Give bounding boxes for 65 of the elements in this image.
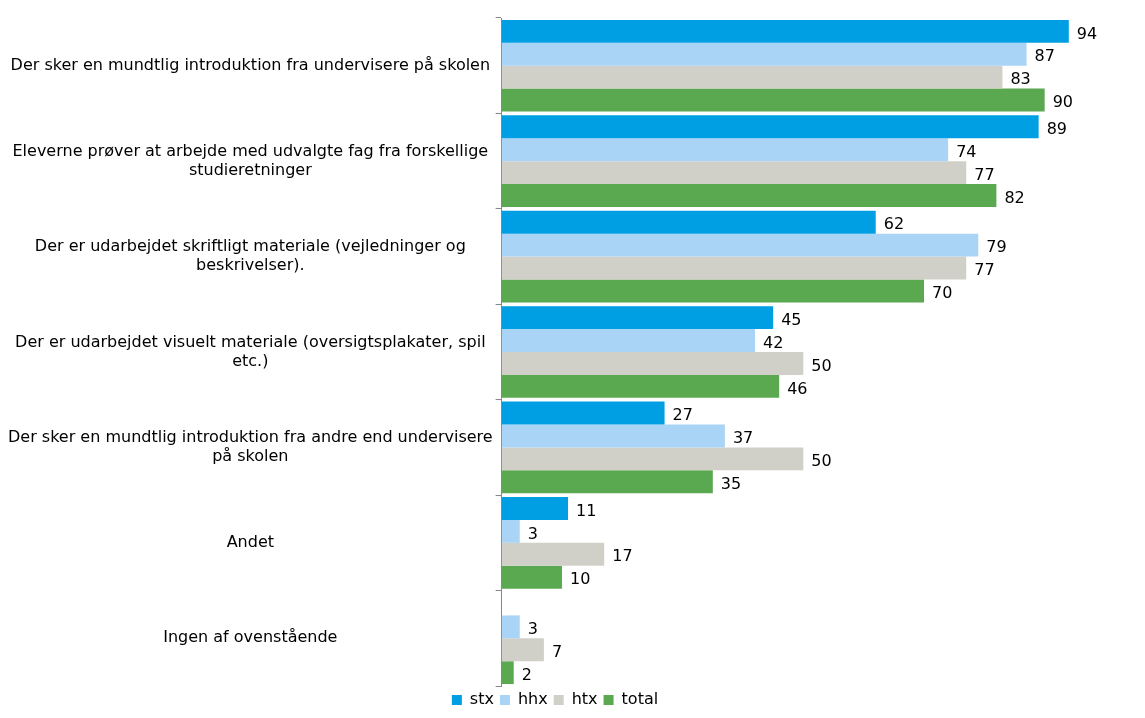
data-label: 27 bbox=[672, 405, 693, 425]
y-tick-label: Der sker en mundtlig introduktion fra undervisere på skolen bbox=[10, 54, 491, 74]
legend-label: hhx bbox=[517, 689, 548, 709]
data-label: 94 bbox=[1076, 23, 1098, 43]
data-label: 89 bbox=[1046, 118, 1067, 138]
y-tick-label: Der er udarbejdet visuelt materiale (oversigtsplakater, spil etc.) bbox=[15, 331, 486, 370]
legend-label: stx bbox=[469, 689, 494, 709]
bar bbox=[501, 615, 520, 639]
bar bbox=[501, 88, 1045, 112]
bar bbox=[501, 184, 997, 207]
data-label: 90 bbox=[1052, 92, 1074, 112]
y-tick-label: Andet bbox=[226, 532, 274, 552]
data-label: 35 bbox=[720, 473, 742, 493]
bar bbox=[501, 161, 967, 185]
data-label: 62 bbox=[883, 214, 905, 234]
legend-label: htx bbox=[571, 689, 598, 709]
bar bbox=[501, 210, 876, 234]
bar bbox=[501, 374, 780, 398]
data-label: 11 bbox=[576, 500, 597, 520]
data-label: 82 bbox=[1004, 187, 1025, 207]
bar bbox=[501, 115, 1039, 139]
data-label: 50 bbox=[811, 355, 832, 375]
bar bbox=[501, 279, 924, 303]
y-tick-label: Eleverne prøver at arbejde med udvalgte fag fra forskellige studieretninger bbox=[12, 140, 489, 179]
bar bbox=[501, 542, 605, 566]
data-label: 45 bbox=[781, 309, 802, 329]
y-tick-label: Ingen af ovenstående bbox=[163, 627, 338, 647]
y-tick-label: Der er udarbejdet skriftligt materiale (vejledninger og beskrivelser). bbox=[34, 236, 466, 275]
bar bbox=[501, 519, 520, 543]
data-label: 70 bbox=[931, 283, 953, 303]
bar bbox=[501, 329, 756, 352]
data-label: 42 bbox=[763, 332, 784, 352]
data-label: 87 bbox=[1034, 46, 1055, 66]
data-label: 37 bbox=[732, 428, 754, 448]
bar bbox=[501, 256, 967, 280]
bar bbox=[501, 42, 1027, 66]
bar bbox=[501, 470, 713, 494]
bar bbox=[501, 497, 569, 520]
data-label: 83 bbox=[1010, 69, 1031, 89]
data-label: 46 bbox=[787, 378, 808, 398]
bar bbox=[501, 19, 1069, 43]
data-label: 7 bbox=[551, 641, 563, 661]
bar bbox=[501, 306, 774, 330]
data-label: 79 bbox=[986, 237, 1007, 257]
data-label: 2 bbox=[521, 664, 532, 684]
data-label: 3 bbox=[527, 523, 538, 543]
y-tick-label: Der sker en mundtlig introduktion fra andre end undervisere på skolen bbox=[8, 426, 493, 466]
bar bbox=[501, 138, 949, 162]
data-label: 74 bbox=[956, 141, 977, 161]
bar bbox=[501, 401, 665, 425]
bar bbox=[501, 424, 725, 448]
bar bbox=[501, 233, 979, 257]
data-label: 17 bbox=[612, 546, 633, 566]
data-label: 77 bbox=[974, 164, 995, 184]
bar bbox=[501, 638, 544, 662]
bar bbox=[501, 447, 804, 471]
bar bbox=[501, 565, 562, 589]
bar bbox=[501, 661, 514, 685]
legend-label: total bbox=[621, 689, 659, 709]
data-label: 50 bbox=[811, 451, 832, 471]
bar bbox=[501, 352, 804, 375]
data-label: 10 bbox=[569, 569, 591, 589]
data-label: 3 bbox=[527, 618, 538, 638]
data-label: 77 bbox=[974, 260, 995, 280]
bar bbox=[501, 65, 1003, 89]
